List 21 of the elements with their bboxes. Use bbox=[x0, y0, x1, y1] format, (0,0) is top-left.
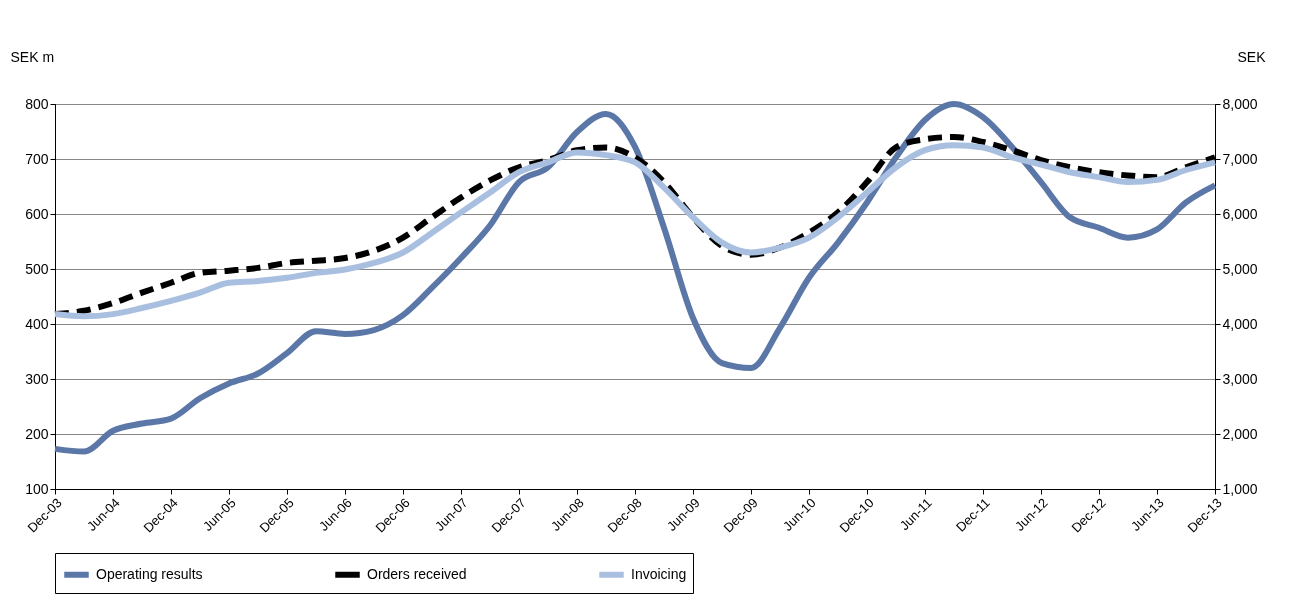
y2-tick-label: 2,000 bbox=[1222, 425, 1258, 442]
y-tick-label: 700 bbox=[25, 150, 49, 167]
y-tick-label: 300 bbox=[25, 370, 49, 387]
y-tick-label: 200 bbox=[25, 425, 49, 442]
y-tick-label: 400 bbox=[25, 315, 49, 332]
y-tick-label: 600 bbox=[25, 205, 49, 222]
y2-tick-label: 7,000 bbox=[1222, 150, 1258, 167]
y2-tick-label: 5,000 bbox=[1222, 260, 1258, 277]
y-tick-label: 100 bbox=[25, 480, 49, 497]
y-axis-title: SEK m bbox=[10, 48, 55, 65]
y2-tick-label: 8,000 bbox=[1222, 95, 1258, 112]
legend-label: Orders received bbox=[367, 565, 467, 582]
y-tick-label: 500 bbox=[25, 260, 49, 277]
y-tick-label: 800 bbox=[25, 95, 49, 112]
y2-tick-label: 4,000 bbox=[1222, 315, 1258, 332]
y2-axis-title: SEK bbox=[1237, 48, 1267, 65]
legend-label: Operating results bbox=[96, 565, 203, 582]
y2-tick-label: 3,000 bbox=[1222, 370, 1258, 387]
legend-label: Invoicing bbox=[631, 565, 687, 582]
y2-tick-label: 1,000 bbox=[1222, 480, 1258, 497]
y2-tick-label: 6,000 bbox=[1222, 205, 1258, 222]
